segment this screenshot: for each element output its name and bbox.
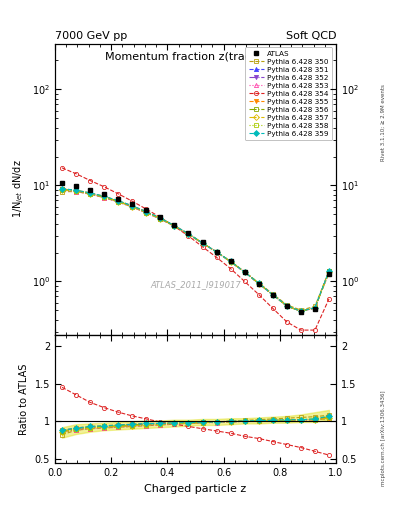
Text: mcplots.cern.ch [arXiv:1306.3436]: mcplots.cern.ch [arXiv:1306.3436] [381, 390, 386, 485]
Y-axis label: Ratio to ATLAS: Ratio to ATLAS [19, 364, 29, 435]
X-axis label: Charged particle z: Charged particle z [144, 484, 247, 494]
Legend: ATLAS, Pythia 6.428 350, Pythia 6.428 351, Pythia 6.428 352, Pythia 6.428 353, P: ATLAS, Pythia 6.428 350, Pythia 6.428 35… [245, 47, 332, 140]
Text: Momentum fraction z(track jets): Momentum fraction z(track jets) [105, 52, 286, 62]
Text: Soft QCD: Soft QCD [286, 31, 336, 41]
Text: ATLAS_2011_I919017: ATLAS_2011_I919017 [150, 281, 241, 290]
Text: 7000 GeV pp: 7000 GeV pp [55, 31, 127, 41]
Y-axis label: 1/N$_{jet}$ dN/dz: 1/N$_{jet}$ dN/dz [12, 160, 26, 219]
Text: Rivet 3.1.10; ≥ 2.9M events: Rivet 3.1.10; ≥ 2.9M events [381, 84, 386, 161]
